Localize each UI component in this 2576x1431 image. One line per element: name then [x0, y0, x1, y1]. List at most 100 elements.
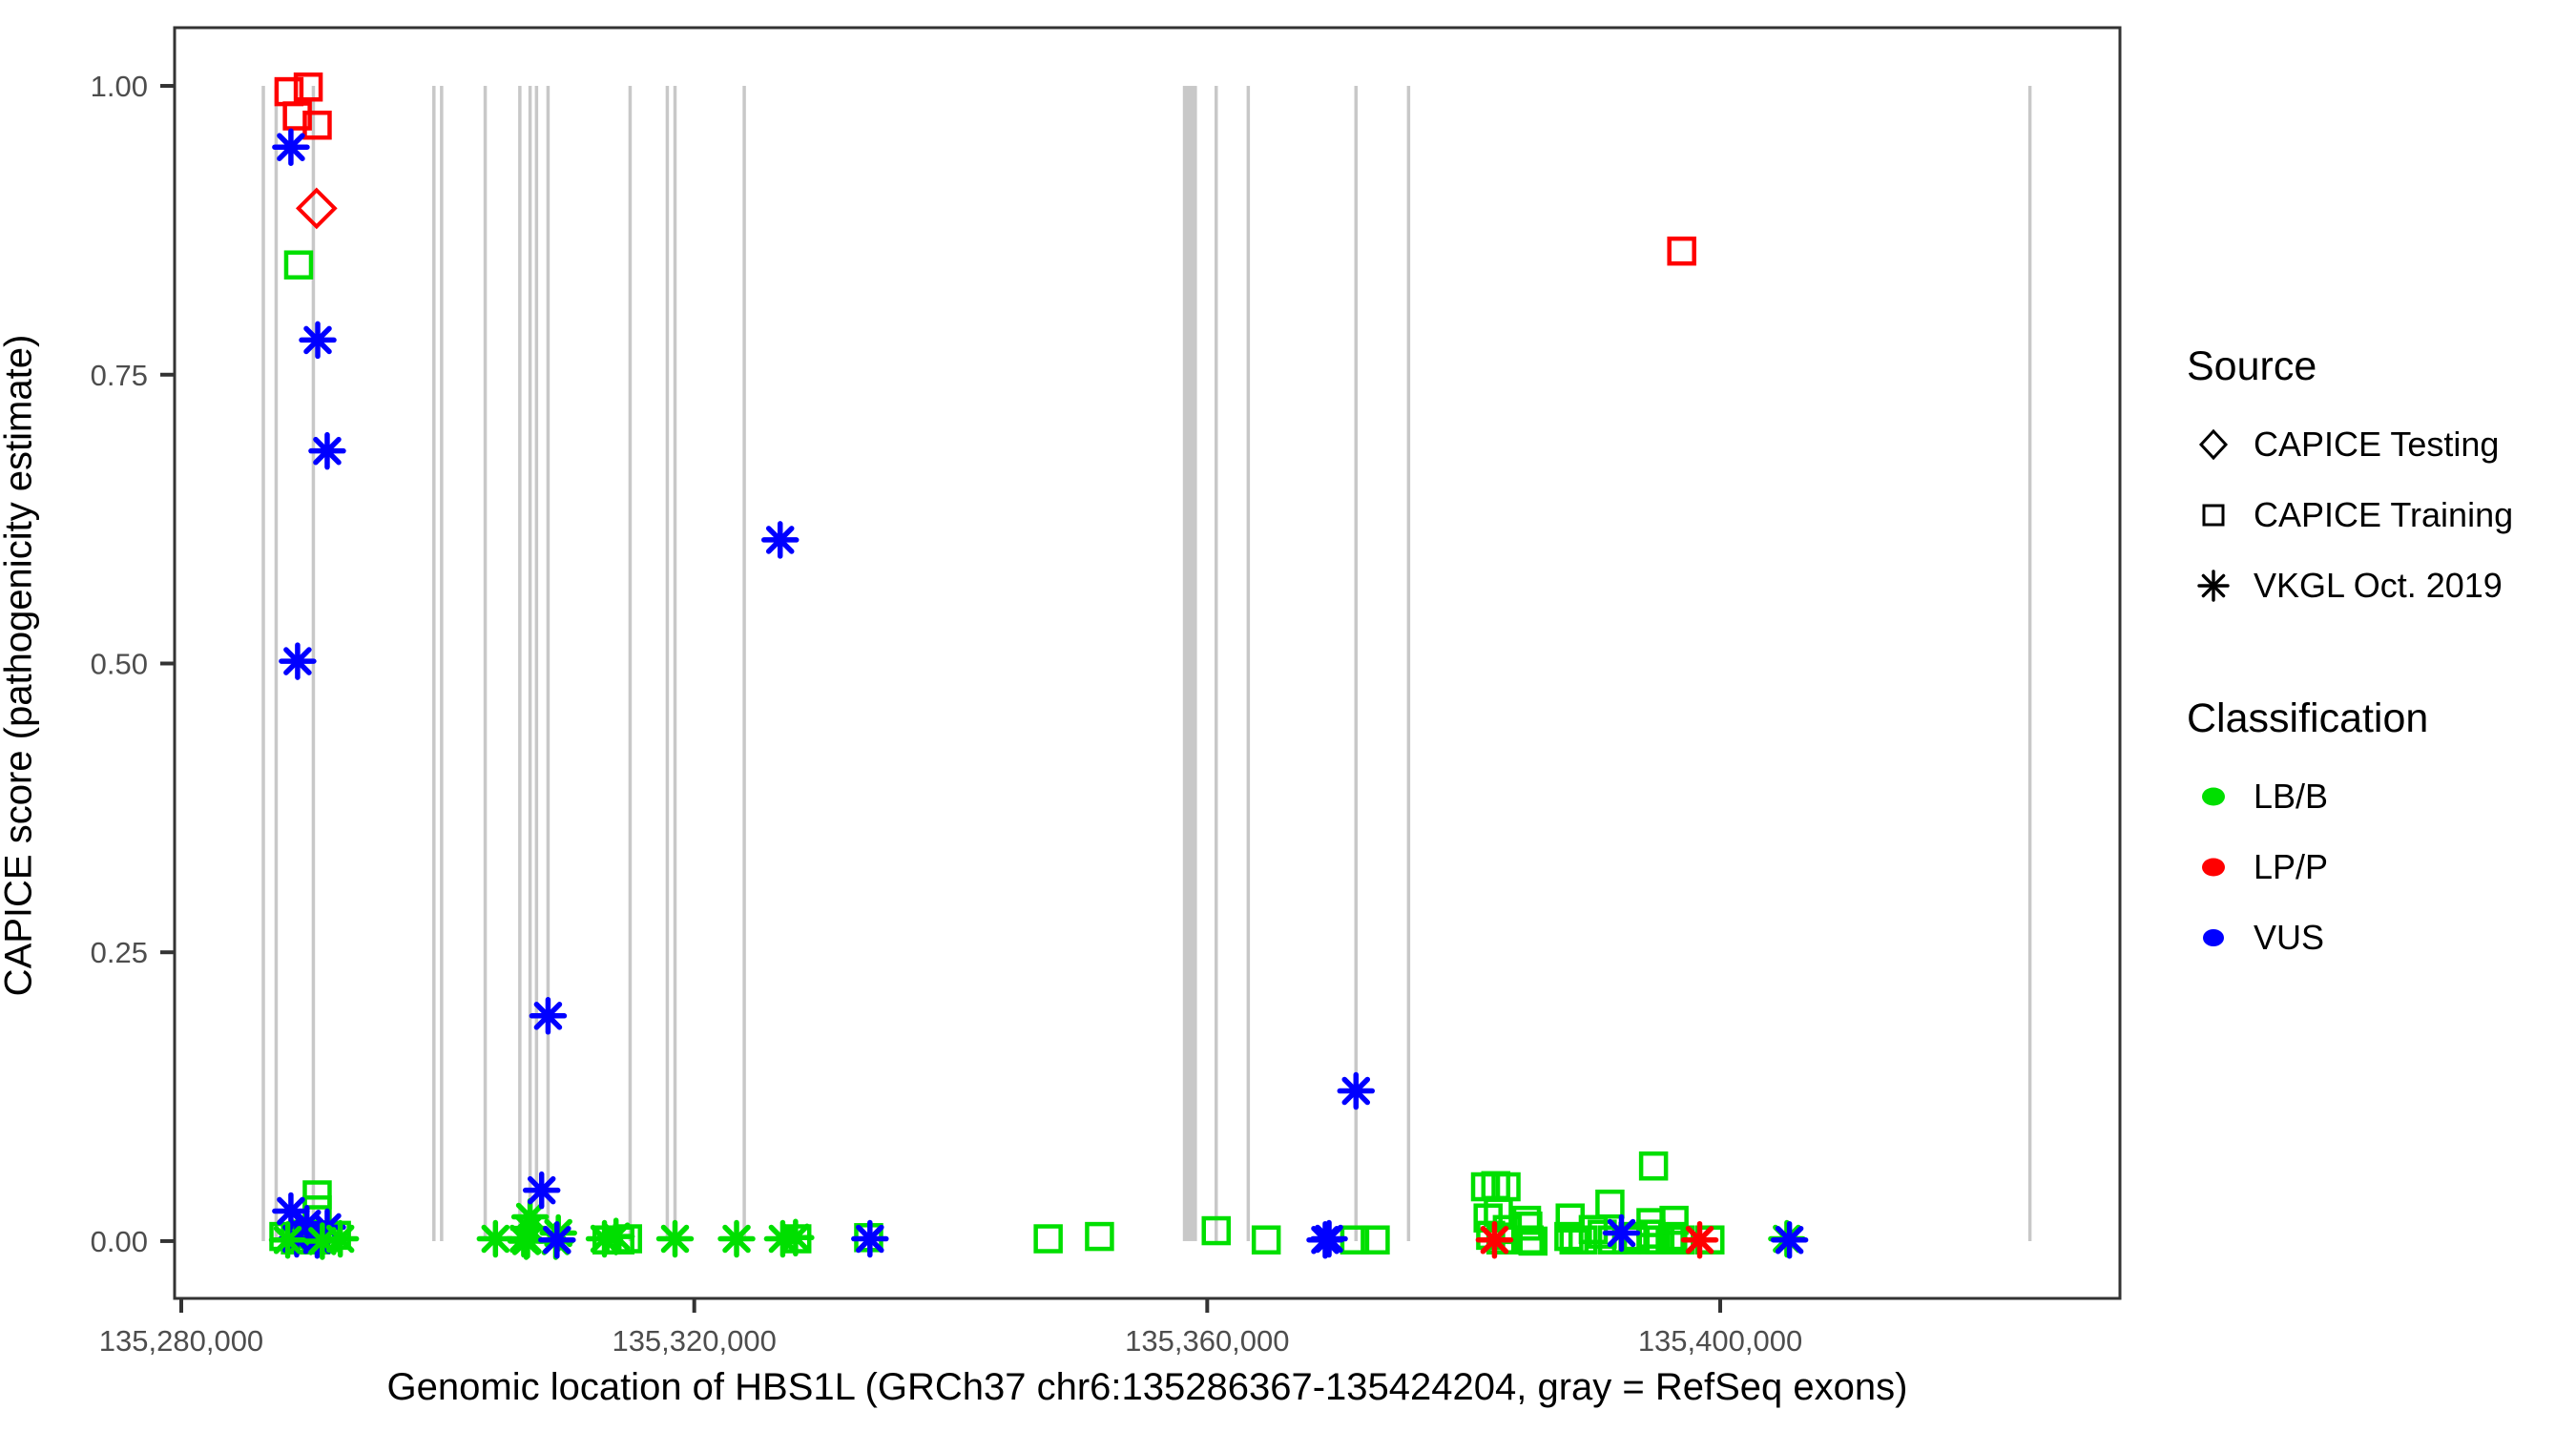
asterisk-ray — [543, 1225, 571, 1255]
x-tick-label: 135,280,000 — [99, 1324, 263, 1358]
legend-item-vus: VUS — [2187, 902, 2568, 973]
y-tick-label: 1.00 — [91, 70, 148, 103]
asterisk-ray — [277, 1196, 305, 1226]
asterisk-ray — [277, 133, 305, 161]
data-point-asterisk — [1337, 1071, 1376, 1110]
data-point-square — [1595, 1189, 1625, 1219]
data-point-diamond — [295, 187, 338, 230]
asterisk-ray — [722, 1224, 751, 1254]
data-point-asterisk — [279, 642, 317, 680]
data-point-asterisk — [529, 997, 568, 1035]
y-tick-label: 0.00 — [91, 1225, 148, 1258]
legend-item-label: CAPICE Testing — [2254, 425, 2500, 464]
x-tick-label: 135,400,000 — [1638, 1324, 1802, 1358]
asterisk-ray — [1607, 1218, 1636, 1248]
x-axis-title: Genomic location of HBS1L (GRCh37 chr6:1… — [386, 1366, 1908, 1408]
legend-item-label: LB/B — [2254, 777, 2329, 816]
data-point-asterisk — [268, 1220, 307, 1259]
data-point-square — [283, 250, 314, 280]
asterisk-ray — [660, 1224, 690, 1254]
data-point-square — [1667, 236, 1696, 266]
data-point-asterisk — [596, 1217, 635, 1255]
data-point-asterisk — [538, 1220, 576, 1259]
data-point-asterisk — [476, 1219, 515, 1258]
legend-item-lbb: LB/B — [2187, 761, 2568, 832]
asterisk-icon — [2187, 564, 2240, 608]
red-dot-icon — [2187, 845, 2240, 889]
asterisk-ray — [313, 436, 342, 466]
data-point-square — [293, 72, 323, 102]
data-point-square — [302, 1180, 332, 1210]
data-point-asterisk — [1310, 1219, 1348, 1258]
legend-item-label: CAPICE Training — [2254, 495, 2514, 534]
blue-dot-icon — [2187, 916, 2240, 960]
asterisk-ray — [1341, 1076, 1371, 1106]
y-tick-label: 0.50 — [91, 647, 148, 680]
data-point-square — [302, 110, 332, 140]
legend-item-capice-testing: CAPICE Testing — [2187, 409, 2568, 480]
data-point-asterisk — [299, 321, 337, 360]
data-point-square — [1361, 1225, 1390, 1255]
asterisk-ray — [601, 1222, 631, 1251]
asterisk-ray — [1480, 1225, 1509, 1255]
asterisk-ray — [856, 1224, 884, 1254]
data-point-square — [1201, 1215, 1232, 1246]
asterisk-ray — [325, 1224, 355, 1254]
asterisk-ray — [1775, 1225, 1804, 1255]
asterisk-ray — [303, 325, 332, 355]
y-tick-label: 0.25 — [91, 936, 148, 969]
data-point-asterisk — [308, 431, 346, 470]
legend: Source CAPICE Testing CAPICE Training — [2187, 343, 2568, 973]
data-point-asterisk — [717, 1219, 756, 1258]
asterisk-ray — [533, 1002, 563, 1030]
data-point-square — [1658, 1221, 1688, 1252]
data-point-asterisk — [1602, 1213, 1641, 1253]
asterisk-ray — [273, 1225, 302, 1255]
legend-item-label: VKGL Oct. 2019 — [2254, 566, 2503, 605]
data-point-square — [1085, 1221, 1114, 1252]
legend-item-vkgl: VKGL Oct. 2019 — [2187, 550, 2568, 621]
legend-item-lpp: LP/P — [2187, 832, 2568, 902]
data-point-asterisk — [777, 1218, 815, 1257]
data-point-asterisk — [760, 521, 800, 559]
data-point-square — [282, 101, 312, 131]
data-point-asterisk — [272, 128, 310, 166]
data-point-asterisk — [1770, 1220, 1809, 1259]
refseq-exon-band — [1182, 86, 1197, 1241]
asterisk-ray — [1315, 1224, 1343, 1254]
data-point-square — [1638, 1151, 1669, 1181]
asterisk-ray — [511, 1227, 541, 1255]
data-point-asterisk — [321, 1219, 360, 1258]
data-point-asterisk — [851, 1219, 889, 1258]
legend-item-capice-training: CAPICE Training — [2187, 480, 2568, 550]
asterisk-ray — [781, 1223, 810, 1253]
y-axis-title: CAPICE score (pathogenicity estimate) — [0, 334, 40, 997]
x-tick-label: 135,320,000 — [612, 1324, 776, 1358]
data-point-asterisk — [655, 1219, 695, 1258]
asterisk-ray — [308, 1227, 337, 1255]
data-point-asterisk — [1475, 1220, 1514, 1259]
legend-item-label: VUS — [2254, 918, 2325, 957]
data-point-square — [1251, 1225, 1281, 1255]
asterisk-ray — [527, 1175, 556, 1205]
asterisk-ray — [283, 647, 312, 675]
y-tick-label: 0.75 — [91, 359, 148, 392]
data-point-square — [1033, 1224, 1063, 1254]
legend-item-label: LP/P — [2254, 847, 2329, 886]
asterisk-ray — [765, 526, 795, 554]
square-open-icon — [2187, 493, 2240, 537]
data-point-asterisk — [522, 1171, 561, 1210]
legend-spacer — [2187, 621, 2568, 695]
x-tick-label: 135,360,000 — [1125, 1324, 1289, 1358]
data-point-square — [1659, 1205, 1689, 1235]
green-dot-icon — [2187, 775, 2240, 819]
asterisk-ray — [1685, 1225, 1714, 1255]
diamond-open-icon — [2187, 423, 2240, 467]
data-point-square — [1518, 1226, 1548, 1256]
legend-classification-title: Classification — [2187, 695, 2429, 741]
panel-border — [173, 26, 2122, 1300]
legend-source-title: Source — [2187, 343, 2317, 389]
asterisk-ray — [481, 1224, 510, 1254]
